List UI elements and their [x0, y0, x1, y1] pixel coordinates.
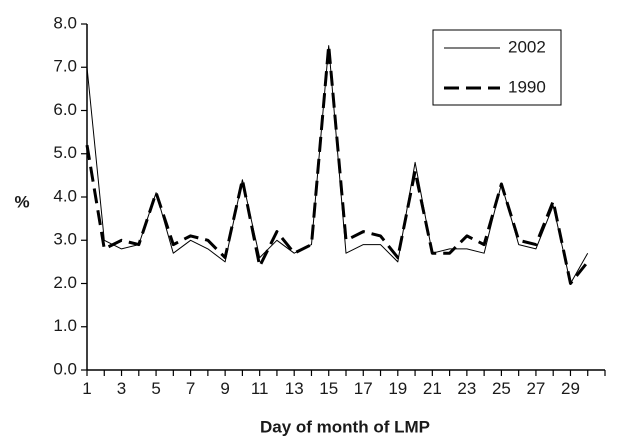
x-tick-label: 17 — [354, 379, 373, 398]
x-tick-label: 23 — [457, 379, 476, 398]
legend-label-2002: 2002 — [508, 37, 546, 56]
y-tick-label: 1.0 — [53, 316, 77, 335]
x-tick-label: 19 — [388, 379, 407, 398]
y-tick-label: 5.0 — [53, 143, 77, 162]
x-tick-label: 3 — [117, 379, 126, 398]
y-tick-label: 3.0 — [53, 230, 77, 249]
x-tick-label: 25 — [492, 379, 511, 398]
y-tick-label: 8.0 — [53, 13, 77, 32]
x-tick-label: 9 — [220, 379, 229, 398]
x-tick-label: 1 — [82, 379, 91, 398]
legend-box — [432, 29, 562, 106]
x-tick-label: 13 — [285, 379, 304, 398]
x-tick-label: 27 — [526, 379, 545, 398]
y-tick-label: 7.0 — [53, 57, 77, 76]
legend: 2002 1990 — [432, 29, 562, 106]
y-tick-label: 4.0 — [53, 186, 77, 205]
x-tick-label: 29 — [561, 379, 580, 398]
x-tick-label: 11 — [251, 379, 269, 398]
y-tick-label: 6.0 — [53, 100, 77, 119]
x-tick-label: 7 — [186, 379, 195, 398]
y-tick-label: 0.0 — [53, 359, 77, 378]
y-axis-label: % — [14, 192, 29, 211]
x-axis-label: Day of month of LMP — [260, 417, 430, 436]
x-tick-label: 15 — [319, 379, 338, 398]
x-tick-label: 5 — [151, 379, 160, 398]
x-tick-label: 21 — [423, 379, 442, 398]
legend-label-1990: 1990 — [508, 77, 546, 96]
series-line-1990 — [85, 44, 589, 285]
y-tick-label: 2.0 — [53, 273, 77, 292]
